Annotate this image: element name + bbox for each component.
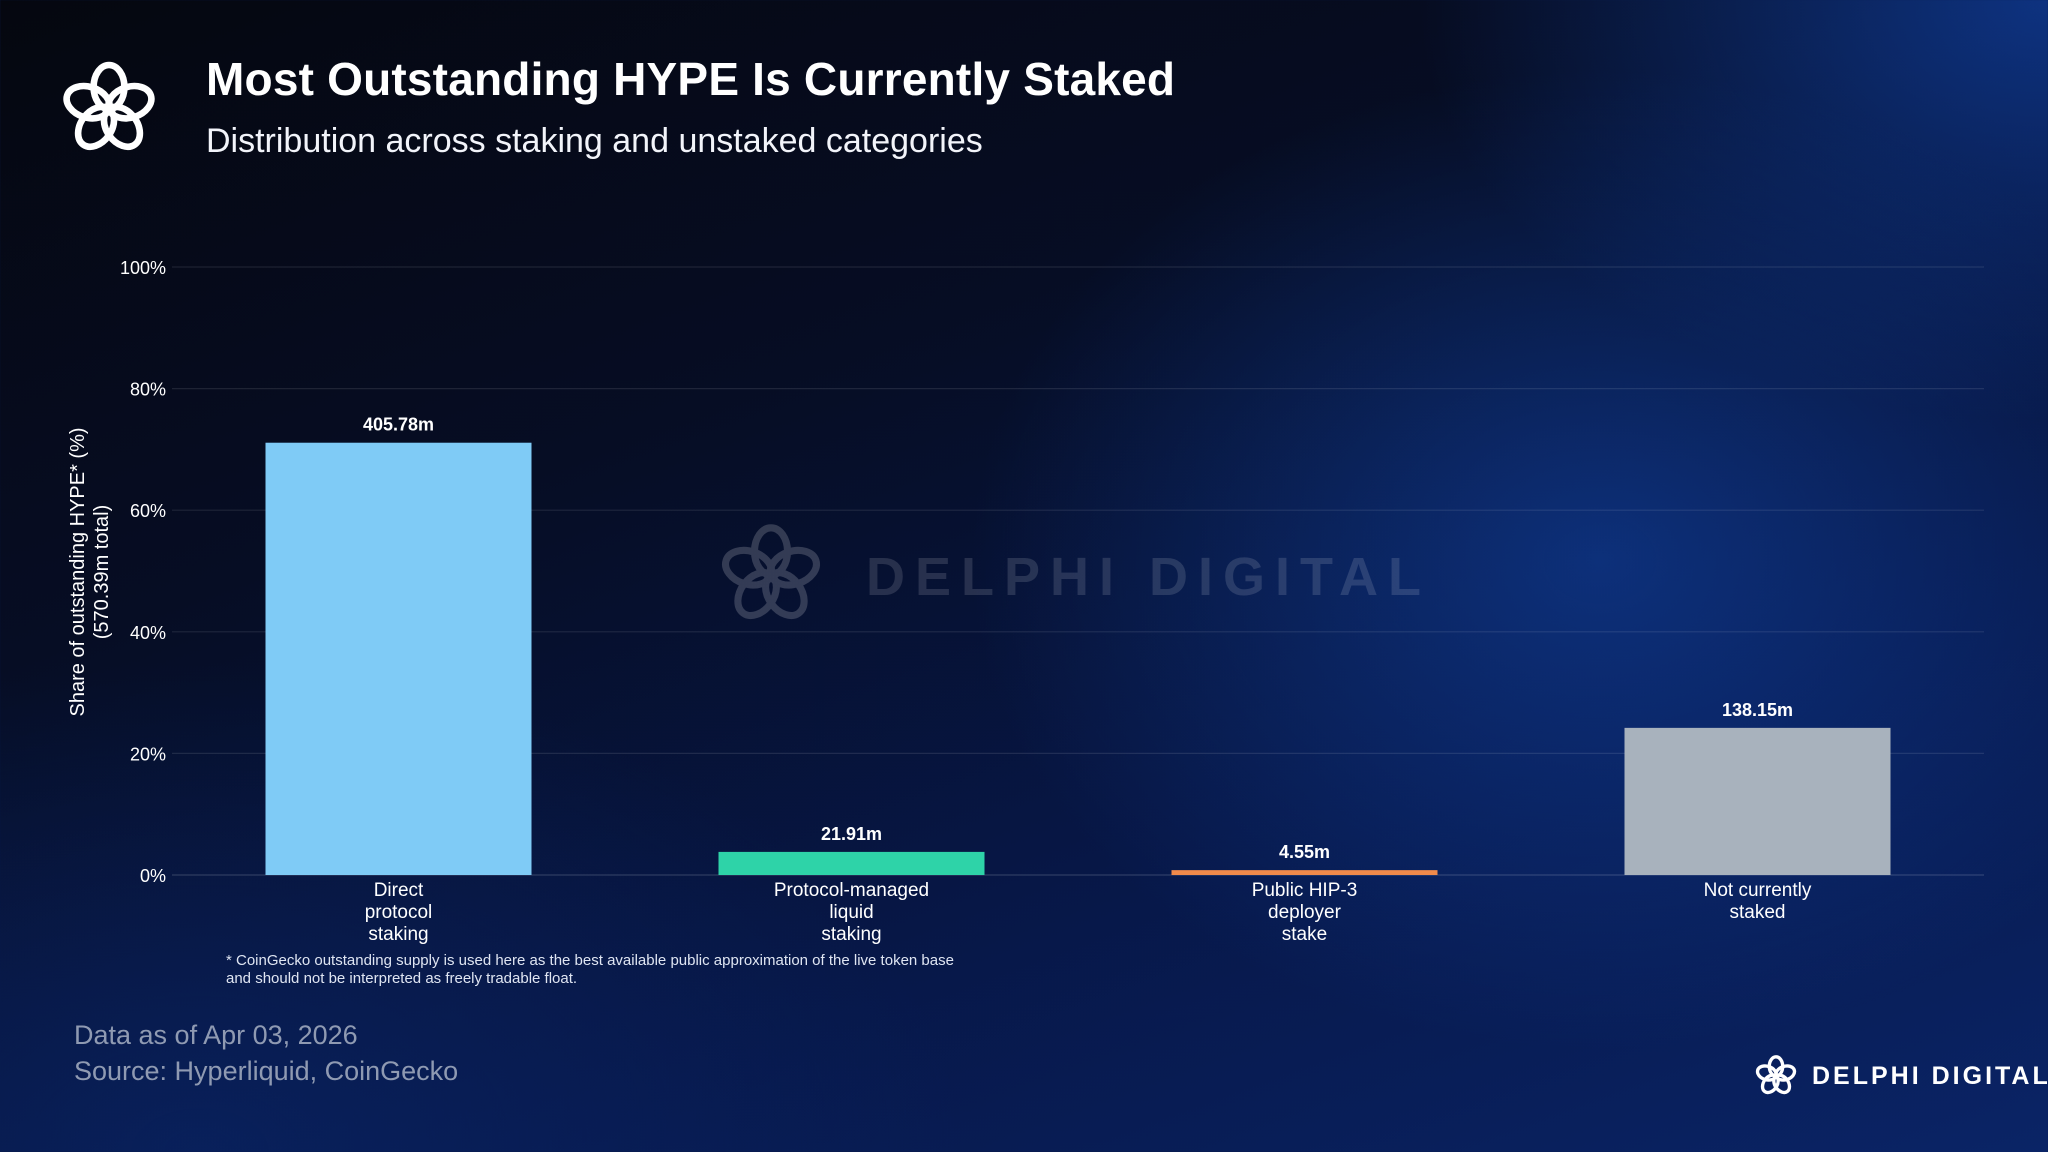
x-tick-label: Public HIP-3 deployer stake	[1252, 880, 1358, 945]
y-tick-label: 100%	[120, 258, 166, 278]
brand-logo-icon	[1755, 1055, 1797, 1095]
watermark-text: DELPHI DIGITAL	[866, 547, 1431, 607]
chart-title: Most Outstanding HYPE Is Currently Stake…	[206, 53, 1176, 105]
data-label: 4.55m	[1279, 842, 1330, 862]
x-tick-label: Protocol-managed liquid staking	[774, 880, 929, 945]
delphi-logo-icon	[63, 61, 155, 151]
chart-subtitle: Distribution across staking and unstaked…	[206, 122, 983, 160]
data-label: 21.91m	[821, 824, 882, 844]
y-axis-label-total: (570.39m total)	[91, 505, 113, 640]
footnote: * CoinGecko outstanding supply is used h…	[226, 952, 1026, 988]
footnote-line-2: and should not be interpreted as freely …	[226, 970, 578, 987]
data-date: Data as of Apr 03, 2026	[74, 1020, 358, 1050]
x-tick-labels: Direct protocol staking Protocol-managed liq…	[365, 880, 1812, 945]
bar	[1171, 870, 1438, 875]
data-labels: 405.78m 21.91m 4.55m 138.15m	[363, 415, 1793, 862]
y-tick-label: 0%	[140, 866, 166, 886]
y-tick-label: 60%	[130, 501, 166, 521]
data-label: 138.15m	[1722, 700, 1793, 720]
data-label: 405.78m	[363, 415, 434, 435]
bar	[718, 851, 985, 875]
watermark-logo-icon	[721, 524, 821, 620]
footnote-line-1: * CoinGecko outstanding supply is used h…	[226, 952, 954, 969]
data-source: Source: Hyperliquid, CoinGecko	[74, 1056, 459, 1086]
y-tick-labels: 0% 20% 40% 60% 80% 100%	[120, 258, 166, 886]
y-tick-label: 20%	[130, 744, 166, 764]
bar	[265, 442, 532, 875]
x-tick-label: Not currently staked	[1704, 880, 1812, 923]
bars	[265, 442, 1891, 875]
y-axis-label: Share of outstanding HYPE* (%)	[67, 427, 89, 716]
y-tick-label: 80%	[130, 380, 166, 400]
bar	[1624, 727, 1891, 875]
brand-name: DELPHI DIGITAL	[1812, 1062, 2048, 1090]
x-tick-label: Direct protocol staking	[365, 880, 433, 945]
y-tick-label: 40%	[130, 623, 166, 643]
